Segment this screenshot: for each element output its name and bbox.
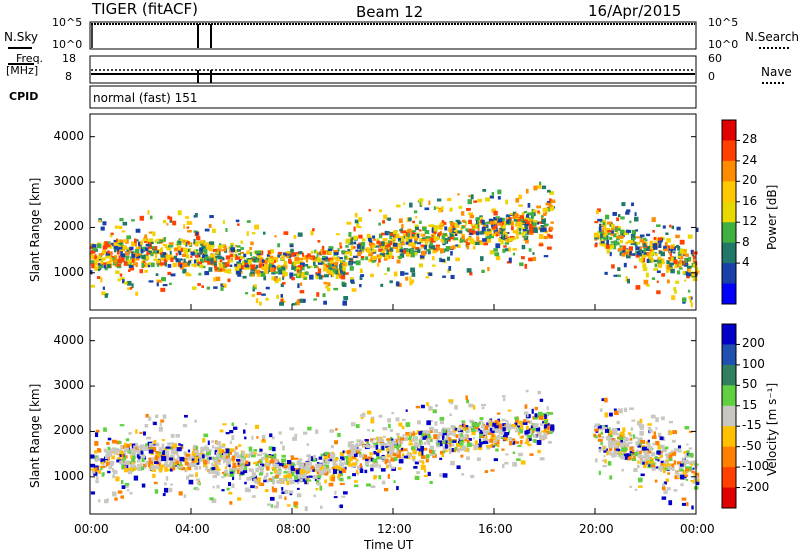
x-tick-label-0: 00:00 [74, 522, 109, 536]
x-tick-label-3: 12:00 [377, 522, 412, 536]
colorbar-swatch-power-2 [722, 160, 736, 182]
colorbar-swatch-power-4 [722, 201, 736, 223]
power-colorbar-label: Power [dB] [765, 184, 779, 250]
colorbar-swatch-power-0 [722, 120, 736, 141]
power-plot-area [90, 181, 700, 308]
cpid-value: normal (fast) 151 [93, 91, 198, 105]
x-tick-label-2: 08:00 [276, 522, 311, 536]
y-tick-label-power-0: 4000 [53, 128, 84, 143]
nave-tick-top: 60 [708, 52, 722, 65]
y-tick-label-velocity-0: 4000 [53, 332, 84, 347]
colorbar-swatch-velocity-0 [722, 324, 736, 345]
nsky-legend-line [8, 47, 32, 49]
colorbar-swatch-power-8 [722, 283, 736, 305]
velocity-colorbar [721, 323, 740, 509]
axis-ticks [89, 136, 697, 514]
y-tick-label-velocity-2: 2000 [53, 423, 84, 438]
date-label: 16/Apr/2015 [588, 2, 682, 20]
colorbar-tick-label-power-5: 8 [742, 234, 750, 249]
colorbar-tick-label-velocity-4: -15 [742, 418, 762, 433]
colorbar-swatch-velocity-8 [722, 487, 736, 509]
colorbar-tick-label-velocity-5: -50 [742, 438, 762, 453]
x-axis-label: Time UT [364, 538, 414, 552]
colorbar-tick-label-velocity-2: 50 [742, 377, 758, 392]
colorbar-swatch-power-7 [722, 263, 736, 285]
cpid-label: CPID [9, 90, 39, 103]
colorbar-swatch-velocity-6 [722, 446, 736, 468]
freq-label-1: Freq. [16, 52, 44, 65]
colorbar-swatch-velocity-3 [722, 385, 736, 407]
nsearch-legend-line [759, 47, 789, 49]
freq-tick-top: 18 [62, 52, 76, 65]
colorbar-swatch-velocity-4 [722, 405, 736, 427]
y-tick-label-velocity-1: 3000 [53, 378, 84, 393]
colorbar-tick-label-power-2: 20 [742, 173, 758, 188]
colorbar-frame-velocity [721, 323, 737, 509]
freq-label-2: [MHz] [6, 64, 39, 77]
radar-title: TIGER (fitACF) [92, 0, 199, 18]
colorbar-tick-label-velocity-1: 100 [742, 356, 765, 371]
nave-tick-bottom: 0 [708, 70, 715, 83]
colorbar-tick-label-power-3: 16 [742, 193, 758, 208]
colorbar-tick-label-power-4: 12 [742, 214, 758, 229]
freq-panel-frame [89, 55, 697, 84]
colorbar-swatch-velocity-1 [722, 344, 736, 366]
colorbar-swatch-velocity-2 [722, 364, 736, 386]
freq-legend-line [8, 63, 34, 65]
colorbar-swatch-power-1 [722, 140, 736, 162]
nsky-panel-frame [89, 21, 697, 50]
nave-legend-line [762, 82, 784, 84]
power-ylabel: Slant Range [km] [28, 177, 42, 282]
velocity-ylabel: Slant Range [km] [28, 383, 42, 488]
velocity-plot-area [90, 389, 700, 512]
colorbar-swatch-power-5 [722, 222, 736, 244]
y-tick-label-power-1: 3000 [53, 174, 84, 189]
colorbar-tick-label-power-6: 4 [742, 255, 750, 270]
freq-tick-bottom: 8 [65, 70, 72, 83]
nsky-tick-top: 10^5 [52, 16, 83, 29]
colorbar-swatch-power-6 [722, 242, 736, 264]
nsearch-label: N.Search [745, 30, 800, 44]
colorbar-swatch-power-3 [722, 181, 736, 203]
power-colorbar [721, 119, 740, 305]
x-tick-label-4: 16:00 [478, 522, 513, 536]
y-tick-label-velocity-3: 1000 [53, 468, 84, 483]
colorbar-tick-label-velocity-6: -100 [742, 459, 770, 474]
cpid-panel-frame [89, 85, 697, 109]
nave-label: Nave [761, 65, 792, 79]
nsky-label: N.Sky [4, 30, 39, 44]
colorbar-frame-power [721, 119, 737, 305]
colorbar-tick-label-velocity-0: 200 [742, 336, 765, 351]
nsky-tick-bottom: 10^0 [52, 38, 83, 51]
colorbar-tick-label-velocity-7: -200 [742, 479, 770, 494]
beam-label: Beam 12 [356, 3, 424, 21]
colorbar-swatch-velocity-5 [722, 426, 736, 448]
colorbar-tick-label-power-1: 24 [742, 152, 758, 167]
nsearch-tick-bottom: 10^0 [708, 38, 739, 51]
x-tick-label-5: 20:00 [579, 522, 614, 536]
x-tick-label-6: 00:00 [680, 522, 715, 536]
y-tick-label-power-2: 2000 [53, 219, 84, 234]
y-tick-label-power-3: 1000 [53, 264, 84, 279]
colorbar-swatch-velocity-7 [722, 467, 736, 489]
x-tick-label-1: 04:00 [175, 522, 210, 536]
nsearch-tick-top: 10^5 [708, 16, 739, 29]
colorbar-tick-label-velocity-3: 15 [742, 397, 758, 412]
colorbar-tick-label-power-0: 28 [742, 132, 758, 147]
